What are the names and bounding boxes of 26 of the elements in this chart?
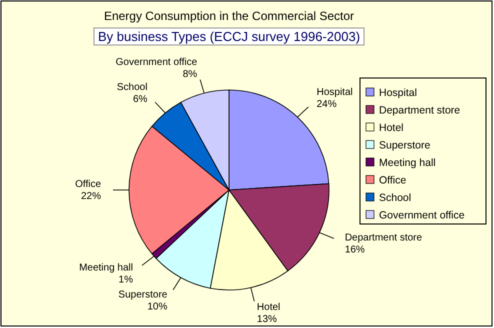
- legend-label: Hospital: [379, 87, 417, 99]
- slice-label: Hospital: [316, 87, 353, 98]
- legend-label: Hotel: [379, 122, 404, 134]
- legend-label: Meeting hall: [379, 157, 436, 169]
- slice-label: Hotel: [256, 302, 280, 313]
- slice-label: Meeting hall: [79, 262, 133, 274]
- legend-label: Department store: [379, 104, 460, 116]
- legend-label: Government office: [379, 210, 465, 222]
- data-label: 24%: [316, 99, 337, 110]
- data-label: 22%: [80, 191, 102, 202]
- legend-label: Superstore: [379, 140, 431, 152]
- slice-label: School: [116, 82, 148, 93]
- data-label: 8%: [182, 68, 198, 80]
- slice-label: Government office: [116, 56, 198, 68]
- slice-label: Department store: [344, 232, 423, 244]
- data-label: 1%: [118, 274, 134, 286]
- slice-label: Superstore: [118, 289, 168, 300]
- chart-subtitle: By business Types (ECCJ survey 1996-2003): [98, 29, 360, 44]
- legend-label: Office: [379, 174, 406, 186]
- legend-label: School: [379, 192, 412, 204]
- chart-title: Energy Consumption in the Commercial Sector: [104, 9, 354, 23]
- data-label: 10%: [147, 301, 168, 312]
- data-label: 6%: [132, 94, 148, 105]
- slice-label: Office: [75, 179, 102, 190]
- data-label: 13%: [256, 314, 278, 325]
- data-label: 16%: [344, 244, 365, 256]
